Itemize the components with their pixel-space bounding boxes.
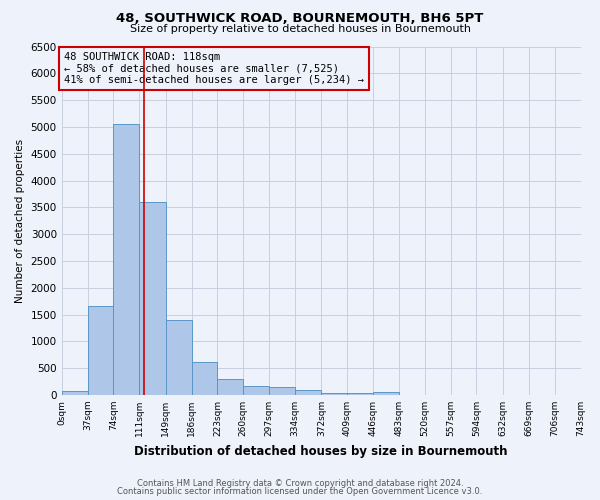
- Text: Size of property relative to detached houses in Bournemouth: Size of property relative to detached ho…: [130, 24, 470, 34]
- Bar: [243, 386, 269, 395]
- Text: 48, SOUTHWICK ROAD, BOURNEMOUTH, BH6 5PT: 48, SOUTHWICK ROAD, BOURNEMOUTH, BH6 5PT: [116, 12, 484, 26]
- Bar: [373, 392, 399, 395]
- X-axis label: Distribution of detached houses by size in Bournemouth: Distribution of detached houses by size …: [134, 444, 508, 458]
- Bar: [191, 362, 217, 395]
- Bar: [139, 202, 166, 395]
- Bar: [217, 379, 243, 395]
- Bar: [113, 124, 139, 395]
- Text: 48 SOUTHWICK ROAD: 118sqm
← 58% of detached houses are smaller (7,525)
41% of se: 48 SOUTHWICK ROAD: 118sqm ← 58% of detac…: [64, 52, 364, 85]
- Bar: [269, 388, 295, 395]
- Bar: [62, 391, 88, 395]
- Bar: [166, 320, 191, 395]
- Bar: [295, 390, 322, 395]
- Text: Contains HM Land Registry data © Crown copyright and database right 2024.: Contains HM Land Registry data © Crown c…: [137, 478, 463, 488]
- Bar: [347, 393, 373, 395]
- Bar: [88, 306, 113, 395]
- Y-axis label: Number of detached properties: Number of detached properties: [15, 138, 25, 303]
- Text: Contains public sector information licensed under the Open Government Licence v3: Contains public sector information licen…: [118, 487, 482, 496]
- Bar: [322, 392, 347, 395]
